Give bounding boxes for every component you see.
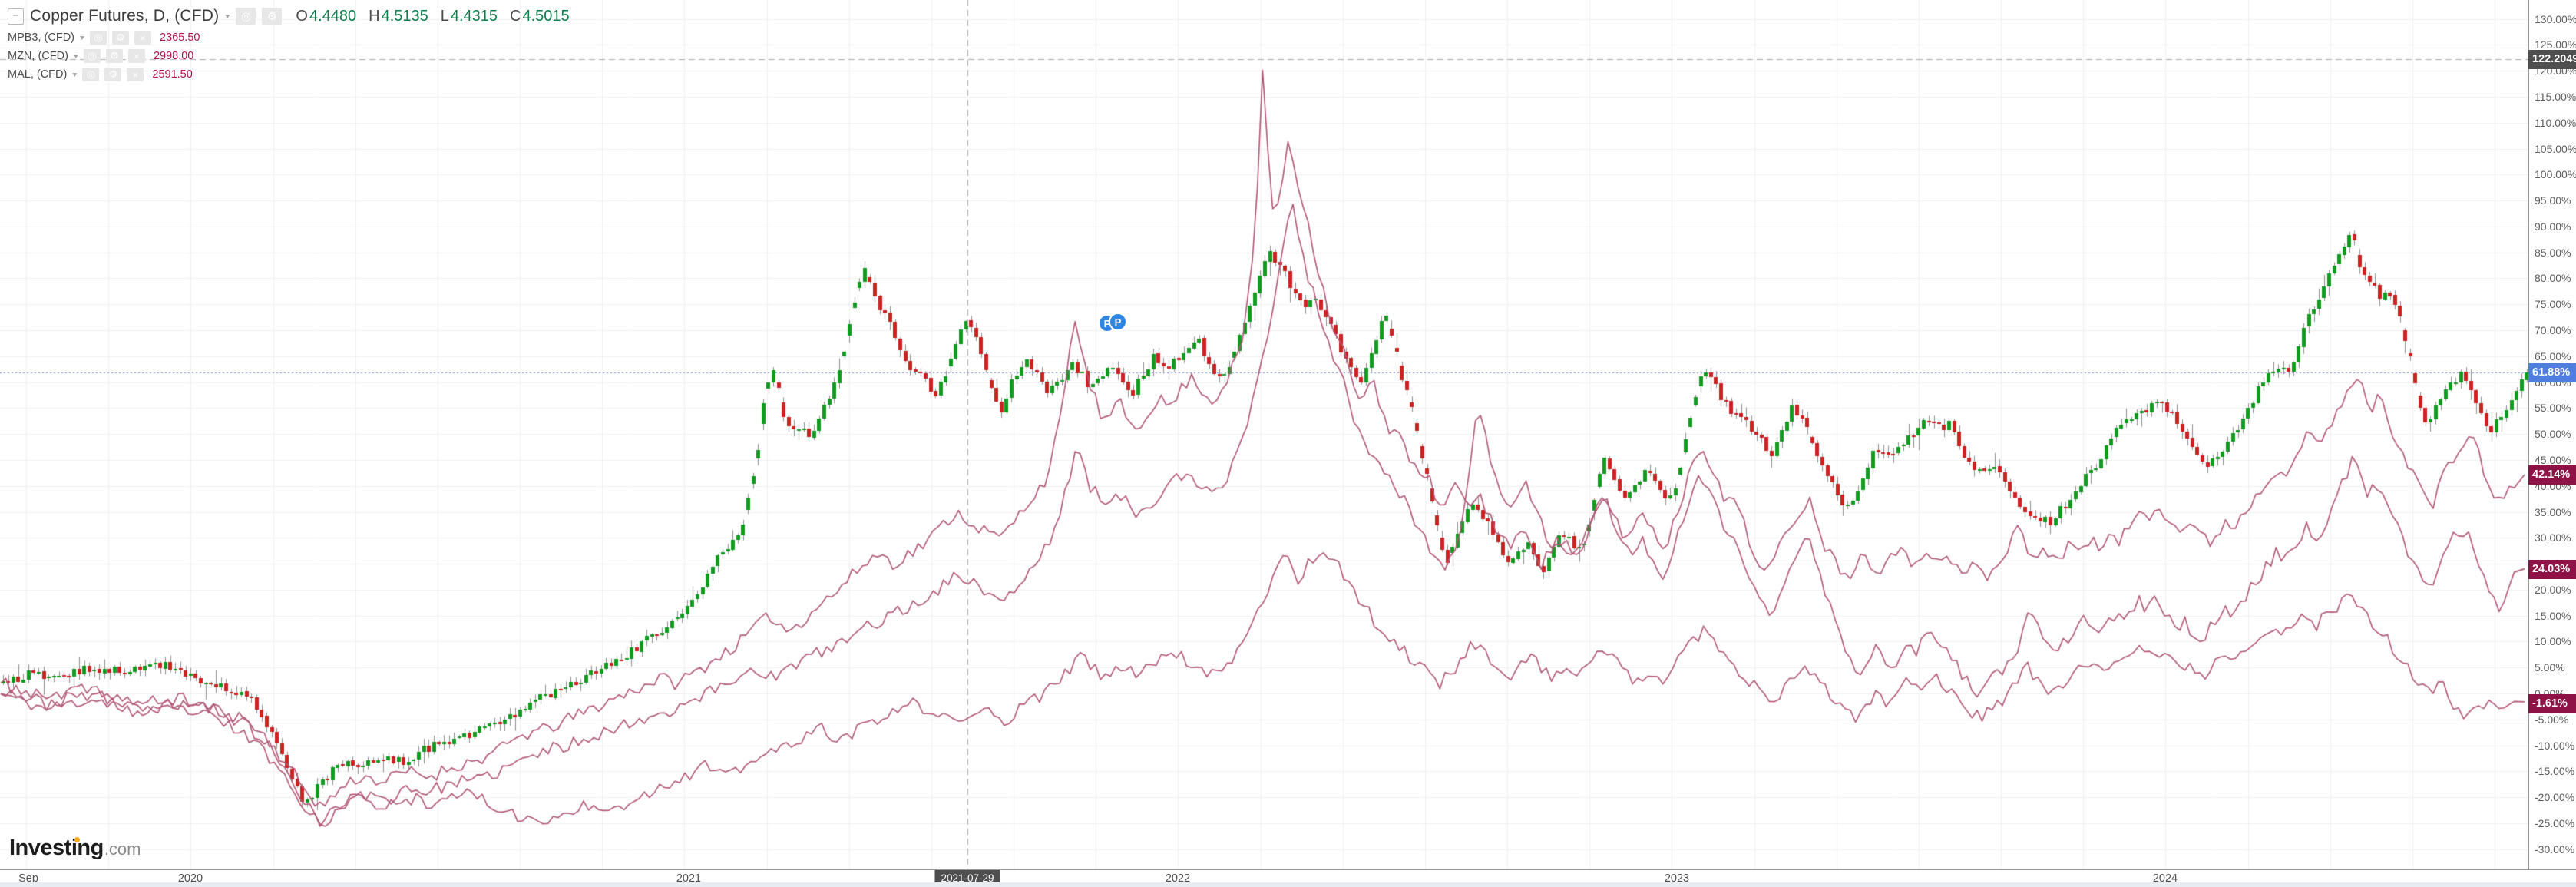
y-axis-label: 130.00% (2535, 12, 2576, 25)
overlay-last-value-badge: 42.14% (2528, 465, 2576, 485)
y-axis-label: 30.00% (2535, 531, 2571, 544)
y-axis-label: 55.00% (2535, 402, 2571, 415)
open-label: O (296, 7, 308, 25)
ohlc-values: O 4.4480 H 4.5135 L 4.4315 C 4.5015 (296, 8, 569, 25)
last-price-badge: 61.88% (2528, 362, 2576, 382)
visibility-icon[interactable]: ◎ (236, 8, 256, 25)
chevron-down-icon[interactable]: ▾ (73, 51, 78, 61)
y-axis-label: 85.00% (2535, 246, 2571, 259)
visibility-icon[interactable]: ◎ (82, 68, 100, 81)
y-axis-label: 115.00% (2535, 90, 2576, 103)
low-value: 4.4315 (450, 7, 498, 25)
y-axis-label: -20.00% (2535, 791, 2575, 804)
overlay-name[interactable]: MZN, (CFD) (8, 50, 68, 62)
overlay-value: 2365.50 (160, 31, 200, 44)
y-axis-label: 20.00% (2535, 583, 2571, 596)
gear-icon[interactable]: ⚙ (112, 31, 130, 45)
x-axis-label: Sep (18, 872, 38, 885)
gear-icon[interactable]: ⚙ (262, 8, 283, 25)
close-label: C (510, 7, 521, 25)
y-axis-label: -30.00% (2535, 842, 2575, 856)
open-value: 4.4480 (309, 7, 357, 25)
y-axis-label: 125.00% (2535, 38, 2576, 51)
y-axis-label: 50.00% (2535, 428, 2571, 441)
event-marker-p[interactable]: P (1109, 313, 1127, 331)
visibility-icon[interactable]: ◎ (83, 49, 101, 63)
chevron-down-icon[interactable]: ▾ (225, 12, 230, 21)
y-axis-label: 65.00% (2535, 349, 2571, 362)
investing-logo: Investing .com (9, 836, 141, 861)
y-axis-label: -5.00% (2535, 713, 2569, 726)
x-axis-label: 2024 (2152, 872, 2178, 885)
overlay-last-value-badge: 24.03% (2528, 559, 2576, 579)
bottom-scroll-strip[interactable] (0, 882, 2576, 887)
x-axis-label: 2022 (1165, 872, 1191, 885)
chevron-down-icon[interactable]: ▾ (80, 33, 85, 42)
overlay-name[interactable]: MPB3, (CFD) (8, 31, 74, 44)
x-axis-label: 2023 (1664, 872, 1690, 885)
y-axis-label: -10.00% (2535, 739, 2575, 752)
y-axis-label: 105.00% (2535, 142, 2576, 155)
y-axis-label: 35.00% (2535, 505, 2571, 518)
y-axis-label: 80.00% (2535, 272, 2571, 285)
y-axis-label: -25.00% (2535, 816, 2575, 829)
y-axis-label: 10.00% (2535, 635, 2571, 648)
price-axis[interactable]: 130.00% 125.00% 120.00% 115.00% 110.00% 105.0… (2528, 0, 2576, 869)
close-icon[interactable]: × (127, 68, 144, 81)
high-value: 4.5135 (381, 7, 428, 25)
overlay-row-mal: MAL, (CFD) ▾ ◎ ⚙ × 2591.50 (8, 65, 570, 84)
logo-brand: Investing (9, 836, 104, 860)
y-axis-label: 15.00% (2535, 609, 2571, 622)
overlay-row-mzn: MZN, (CFD) ▾ ◎ ⚙ × 2998.00 (8, 47, 570, 65)
close-icon[interactable]: × (127, 49, 145, 63)
y-axis-label: 45.00% (2535, 453, 2571, 466)
visibility-icon[interactable]: ◎ (90, 31, 107, 45)
symbol-row: − Copper Futures, D, (CFD) ▾ ◎ ⚙ O 4.4480… (8, 4, 570, 28)
gear-icon[interactable]: ⚙ (104, 68, 122, 81)
y-axis-label: 100.00% (2535, 168, 2576, 181)
y-axis-label: 110.00% (2535, 116, 2576, 129)
x-axis-label: 2020 (177, 872, 203, 885)
high-label: H (369, 7, 380, 25)
y-axis-label: 75.00% (2535, 298, 2571, 311)
close-icon[interactable]: × (134, 31, 152, 45)
logo-orange-dot (74, 837, 80, 842)
y-axis-label: 70.00% (2535, 324, 2571, 336)
gear-icon[interactable]: ⚙ (105, 49, 123, 63)
close-value: 4.5015 (522, 7, 570, 25)
overlay-row-mpb3: MPB3, (CFD) ▾ ◎ ⚙ × 2365.50 (8, 28, 570, 47)
overlay-last-value-badge: -1.61% (2528, 693, 2576, 713)
overlay-value: 2998.00 (153, 50, 194, 62)
symbol-title[interactable]: Copper Futures, D, (CFD) (30, 7, 220, 25)
overlay-value: 2591.50 (152, 68, 193, 81)
overlay-name[interactable]: MAL, (CFD) (8, 68, 68, 81)
y-axis-label: -15.00% (2535, 765, 2575, 778)
y-axis-label: 95.00% (2535, 194, 2571, 207)
y-axis-label: 5.00% (2535, 661, 2565, 674)
y-axis-label: 90.00% (2535, 220, 2571, 233)
crosshair-price-badge: 122.2049 (2528, 49, 2576, 69)
chevron-down-icon[interactable]: ▾ (72, 70, 78, 79)
legend-collapse-icon[interactable]: − (8, 8, 24, 25)
x-axis-label: 2021 (676, 872, 702, 885)
low-label: L (440, 7, 449, 25)
chart-legend: − Copper Futures, D, (CFD) ▾ ◎ ⚙ O 4.4480… (8, 4, 570, 84)
logo-suffix: .com (104, 839, 141, 859)
